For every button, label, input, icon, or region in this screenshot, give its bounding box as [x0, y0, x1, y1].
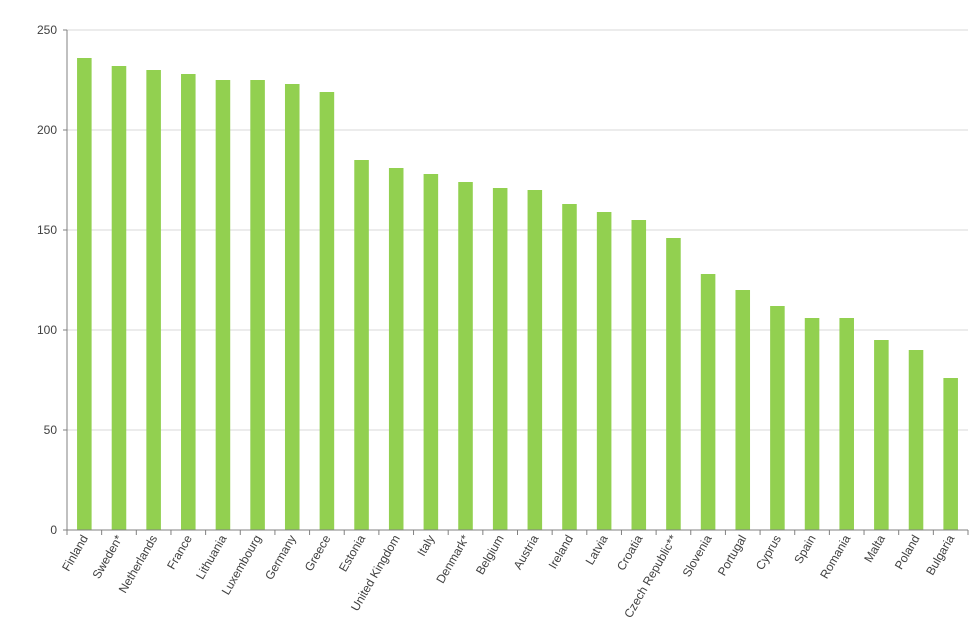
x-tick-label: Croatia: [614, 532, 646, 573]
x-tick-label: Austria: [511, 532, 542, 572]
bar: [770, 306, 785, 530]
x-tick-label: Romania: [817, 532, 853, 581]
bar: [874, 340, 889, 530]
bar: [111, 66, 127, 530]
bar: [839, 318, 854, 530]
x-tick-label: Spain: [791, 533, 818, 567]
x-tick-label: Bulgaria: [923, 532, 957, 577]
bar: [250, 80, 265, 530]
bar: [666, 238, 681, 530]
x-tick-label: Italy: [414, 533, 437, 559]
x-tick-label: Germany: [262, 533, 299, 583]
bar: [700, 274, 716, 530]
x-tick-label: France: [164, 532, 195, 572]
y-tick-label: 200: [37, 123, 57, 137]
bar: [562, 204, 577, 530]
y-tick-label: 250: [37, 23, 57, 37]
bar: [631, 220, 647, 530]
x-tick-label: Belgium: [473, 533, 507, 578]
x-tick-label: Greece: [302, 532, 334, 573]
x-tick-label: Poland: [892, 533, 923, 572]
bar: [492, 188, 508, 530]
y-axis: 0 50 100 150 200 250: [37, 23, 68, 537]
bar: [735, 290, 751, 530]
x-tick-label: Portugal: [715, 533, 749, 579]
bars: [77, 58, 958, 530]
bar: [804, 318, 820, 530]
bar: [319, 92, 335, 530]
x-tick-label: Sweden*: [89, 532, 125, 581]
bar: [458, 182, 473, 530]
y-tick-label: 0: [50, 523, 57, 537]
bar: [596, 212, 612, 530]
bar: [423, 174, 439, 530]
bar: [527, 190, 543, 530]
gridlines: [67, 29, 968, 431]
bar: [908, 350, 924, 530]
x-tick-label: Estonia: [336, 532, 368, 574]
bar: [388, 168, 404, 530]
x-tick-label: Latvia: [583, 532, 611, 567]
bar: [354, 160, 369, 530]
x-tick-label: Finland: [59, 533, 91, 574]
bar: [943, 378, 958, 530]
bar: [77, 58, 92, 530]
bar: [215, 80, 231, 530]
x-tick-label: Ireland: [546, 533, 576, 572]
x-tick-label: Slovenia: [680, 532, 715, 579]
x-tick-label: Lithuania: [193, 532, 230, 581]
bar: [146, 70, 161, 530]
x-tick-label: Denmark*: [433, 532, 472, 585]
x-tick-label: Malta: [861, 532, 888, 565]
y-tick-label: 150: [37, 223, 57, 237]
x-tick-label: Cyprus: [753, 533, 784, 573]
y-tick-label: 50: [44, 423, 58, 437]
bar: [284, 84, 300, 530]
y-tick-label: 100: [37, 323, 57, 337]
bar: [181, 74, 196, 530]
